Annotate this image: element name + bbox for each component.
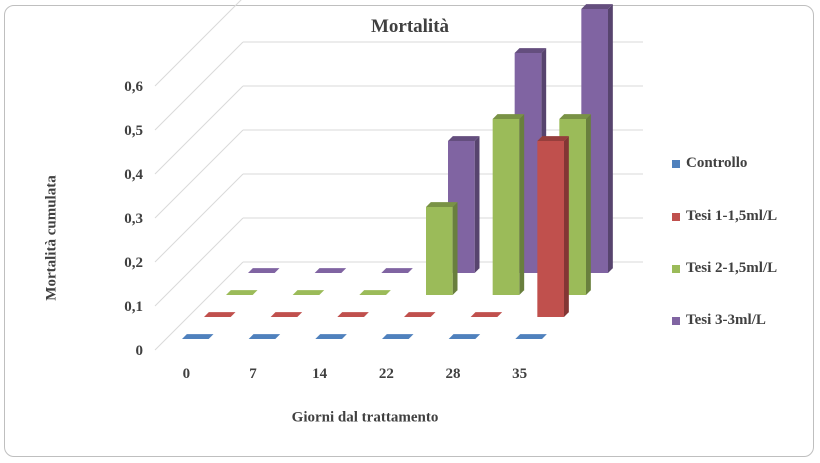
- legend-label: Tesi 3-3ml/L: [686, 312, 766, 328]
- x-tick-label: 14: [312, 366, 328, 382]
- legend-item: Tesi 2-1,5ml/L: [672, 260, 777, 277]
- side-gridline: [154, 0, 242, 87]
- legend-swatch: [672, 264, 680, 273]
- y-tick-label: 0,6: [124, 79, 143, 95]
- bar: [204, 312, 236, 317]
- y-tick-label: 0,1: [124, 299, 143, 315]
- chart-frame: [4, 5, 814, 457]
- bar: [248, 268, 280, 273]
- bar: [426, 202, 458, 295]
- side-gridline: [154, 217, 244, 307]
- bar: [470, 312, 503, 317]
- y-tick-label: 0,4: [124, 167, 143, 183]
- y-tick-label: 0,3: [124, 211, 143, 227]
- bar: [404, 312, 436, 317]
- side-gridline: [154, 129, 244, 219]
- side-gridline: [154, 173, 244, 263]
- legend-swatch: [672, 316, 680, 325]
- side-gridline: [154, 41, 244, 131]
- bar: [381, 268, 413, 273]
- y-tick-label: 0,2: [124, 255, 143, 271]
- legend-label: Tesi 2-1,5ml/L: [686, 260, 778, 276]
- side-gridline: [154, 261, 244, 351]
- x-axis-label: Giorni dal trattamento: [291, 409, 439, 426]
- x-tick-label: 28: [446, 366, 461, 382]
- bar: [182, 334, 214, 339]
- x-tick-label: 22: [379, 366, 394, 382]
- legend-swatch: [672, 212, 680, 221]
- bar: [537, 136, 569, 317]
- y-tick-label: 0,5: [124, 123, 143, 139]
- bar: [248, 334, 281, 339]
- legend-label: Tesi 1-1,5ml/L: [686, 208, 778, 224]
- legend-item: Tesi 1-1,5ml/L: [672, 208, 777, 225]
- bar: [448, 334, 481, 339]
- chart-title: Mortalità: [370, 16, 450, 37]
- bar: [492, 114, 525, 295]
- legend-item: Tesi 3-3ml/L: [672, 312, 766, 329]
- bar: [515, 334, 547, 339]
- x-tick-label: 0: [183, 366, 191, 382]
- bar: [292, 290, 325, 295]
- legend-swatch: [672, 159, 680, 168]
- side-gridline: [154, 85, 244, 175]
- bar: [337, 312, 369, 317]
- legend-label: Controllo: [686, 155, 748, 171]
- x-tick-label: 35: [512, 366, 527, 382]
- legend-item: Controllo: [672, 155, 747, 172]
- bar: [314, 268, 347, 273]
- bar: [359, 290, 391, 295]
- bar: [382, 334, 414, 339]
- bar: [315, 334, 347, 339]
- bar: [270, 312, 303, 317]
- bar: [226, 290, 258, 295]
- y-tick-label: 0: [136, 343, 144, 359]
- x-tick-label: 7: [249, 366, 257, 382]
